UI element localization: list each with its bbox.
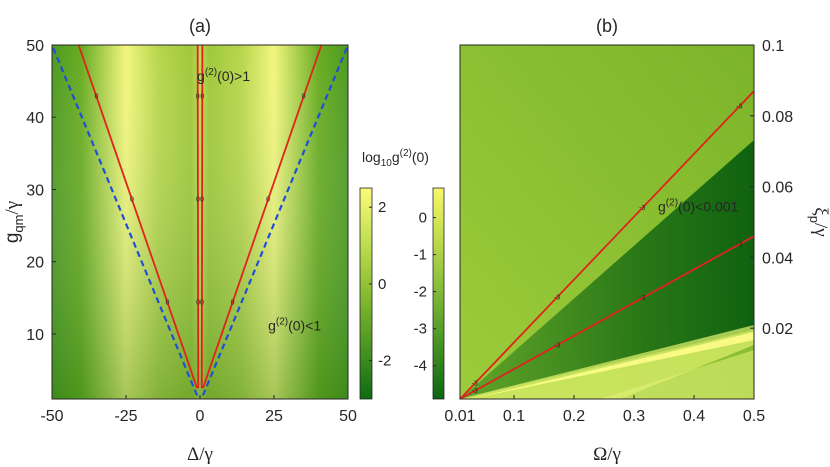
colorbar-b-tick-label: 0 xyxy=(419,210,427,227)
panel-a-ytick-label: 50 xyxy=(26,38,44,55)
panel-a-xtick-label: 25 xyxy=(265,408,283,425)
panel-b-xlabel: Ω/γ xyxy=(593,444,621,465)
contour-label: 0 xyxy=(200,196,204,203)
panel-b-light-band xyxy=(460,325,754,399)
panel-b-xtick-label: 0.5 xyxy=(743,408,765,425)
contour-label: -3 xyxy=(472,381,478,388)
colorbar-a-tick-label: 0 xyxy=(378,276,386,293)
contour-label: 0 xyxy=(231,299,235,306)
panel-a-annotation-0: g(2)(0)>1 xyxy=(197,67,250,84)
colorbar-b-tick-label: -3 xyxy=(414,321,427,338)
panel-b-bright-streak xyxy=(470,332,754,399)
contour-label: 0 xyxy=(165,299,169,306)
contour-label: -3 xyxy=(639,295,645,302)
contour-label: 0 xyxy=(94,93,98,100)
contour-label: 0 xyxy=(200,299,204,306)
contour-label: 0 xyxy=(200,93,204,100)
contour-line-lower xyxy=(460,235,754,399)
contour-line-outer-left xyxy=(77,45,198,389)
panel-a-annotation-1: g(2)(0)<1 xyxy=(268,316,321,333)
panel-b-xtick-label: 0.3 xyxy=(623,408,645,425)
contour-line-outer-right xyxy=(202,45,323,389)
contour-line-inner-right xyxy=(200,45,204,389)
panel-b-ytick-label: 0.02 xyxy=(762,321,793,338)
panel-b-xtick-label: 0.2 xyxy=(563,408,585,425)
colorbar-b-tick-label: -1 xyxy=(414,247,427,264)
contour-label: 0 xyxy=(196,299,200,306)
contour-label: -3 xyxy=(554,342,560,349)
panel-b-dark-band xyxy=(460,140,754,399)
colorbar-a: 2 0 -2 xyxy=(359,187,391,400)
panel-b-xtick-label: 0.4 xyxy=(683,408,705,425)
contour-line-inner-left xyxy=(196,45,200,389)
panel-a-title: (a) xyxy=(189,16,211,36)
contour-label: 0 xyxy=(196,196,200,203)
contour-label: -3 xyxy=(554,294,560,301)
colorbar-b-label: log10g(2)(0) xyxy=(362,148,429,169)
panel-b-title: (b) xyxy=(596,16,618,36)
colorbar-a-tick-label: 2 xyxy=(378,199,386,216)
panel-a-ylabel: gqm/γ xyxy=(2,201,26,243)
panel-b: (b) -3-3-3-3-3-3-3-3g(2)(0)<0.001 0.01 0.… xyxy=(444,16,830,465)
panel-b-annotation-0: g(2)(0)<0.001 xyxy=(658,197,739,214)
colorbar-b-tick-label: -4 xyxy=(414,358,427,375)
contour-label: 0 xyxy=(266,196,270,203)
contour-label: 0 xyxy=(196,93,200,100)
panel-a-ytick-label: 30 xyxy=(26,182,44,199)
colorbar-a-tick-label: -2 xyxy=(378,353,391,370)
panel-a-heatmap-shade xyxy=(52,45,348,399)
panel-b-heatmap: -3-3-3-3-3-3-3-3g(2)(0)<0.001 xyxy=(460,45,754,399)
contour-label: -3 xyxy=(736,103,742,110)
panel-a-xtick-label: -50 xyxy=(40,408,63,425)
contour-label: 0 xyxy=(302,93,306,100)
panel-b-xtick-label: 0.1 xyxy=(503,408,525,425)
panel-b-xtick-label: 0.01 xyxy=(444,408,475,425)
contour-label: -3 xyxy=(736,241,742,248)
panel-a-xtick-label: -25 xyxy=(114,408,137,425)
panel-a-ytick-label: 20 xyxy=(26,255,44,272)
colorbar-b-bar xyxy=(432,187,445,400)
boundary-line-blue-dashed-right xyxy=(201,45,348,396)
panel-a-ytick-label: 10 xyxy=(26,327,44,344)
colorbar-b-tick-label: -2 xyxy=(414,284,427,301)
panel-a-xtick-label: 0 xyxy=(196,408,205,425)
panel-a-xlabel: Δ/γ xyxy=(187,444,213,465)
panel-b-lower-glow xyxy=(600,350,754,399)
panel-b-frame xyxy=(459,44,755,400)
boundary-line-blue-dashed-left xyxy=(52,45,199,396)
contour-label: 0 xyxy=(130,196,134,203)
contour-line-upper xyxy=(460,90,754,399)
colorbar-b: log10g(2)(0) 0 -1 -2 -3 -4 xyxy=(362,148,445,400)
panel-b-ytick-label: 0.1 xyxy=(762,38,784,55)
contour-label: -3 xyxy=(639,205,645,212)
panel-b-ylabel: ξp/γ xyxy=(807,207,830,236)
panel-b-ytick-label: 0.06 xyxy=(762,180,793,197)
panel-a-ytick-label: 40 xyxy=(26,110,44,127)
panel-b-ytick-label: 0.04 xyxy=(762,250,793,267)
contour-label: -3 xyxy=(472,388,478,395)
colorbar-a-bar xyxy=(359,187,373,400)
panel-b-ytick-label: 0.08 xyxy=(762,109,793,126)
panel-a-xtick-label: 50 xyxy=(339,408,357,425)
